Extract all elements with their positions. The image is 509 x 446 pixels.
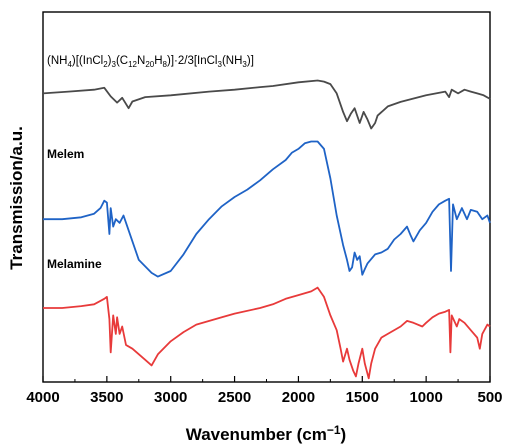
x-axis-ticks: 4000 3500 3000 2500 2000 1500 1000 500 [26,376,503,406]
series-layer [42,79,491,380]
formula-text: )]·2/3[InCl [167,55,218,67]
y-axis-title: Transmission/a.u. [7,126,26,270]
x-tick-label: 1000 [409,389,442,406]
formula-subscript: 12 [128,60,137,69]
series-label-melem: Melem [47,147,84,161]
x-axis-title-sup: −1 [327,423,341,437]
formula-subscript: 2 [103,60,108,69]
series-line-2 [43,286,491,380]
formula-text: N [137,55,145,67]
formula-subscript: 3 [242,60,247,69]
x-tick-label: 3500 [90,389,123,406]
x-axis-title: Wavenumber (cm−1) [186,423,346,444]
formula-subscript: 3 [218,60,223,69]
series-label-complex: (NH4)[(InCl2)3(C12N20H8)]·2/3[InCl3(NH3)… [47,55,254,69]
x-tick-label: 2000 [282,389,315,406]
x-tick-label: 500 [477,389,502,406]
series-line-1 [43,140,491,278]
formula-text: )] [247,55,254,67]
x-axis-title-main: Wavenumber (cm [186,425,327,444]
x-tick-label: 2500 [218,389,251,406]
series-line-0 [42,79,491,130]
formula-text: ) [108,55,112,67]
x-tick-label: 4000 [26,389,59,406]
formula-text: (C [116,55,128,67]
x-axis-title-tail: ) [341,425,347,444]
x-tick-label: 3000 [154,389,187,406]
formula-text: )[(InCl [72,55,103,67]
series-label-melamine: Melamine [47,257,102,271]
x-tick-label: 1500 [346,389,379,406]
formula-subscript: 20 [145,60,154,69]
formula-subscript: 4 [67,60,72,69]
formula-text: (NH [47,55,67,67]
formula-text: (NH [222,55,242,67]
formula-subscript: 3 [112,60,117,69]
formula-text: H [154,55,162,67]
formula-subscript: 8 [163,60,168,69]
